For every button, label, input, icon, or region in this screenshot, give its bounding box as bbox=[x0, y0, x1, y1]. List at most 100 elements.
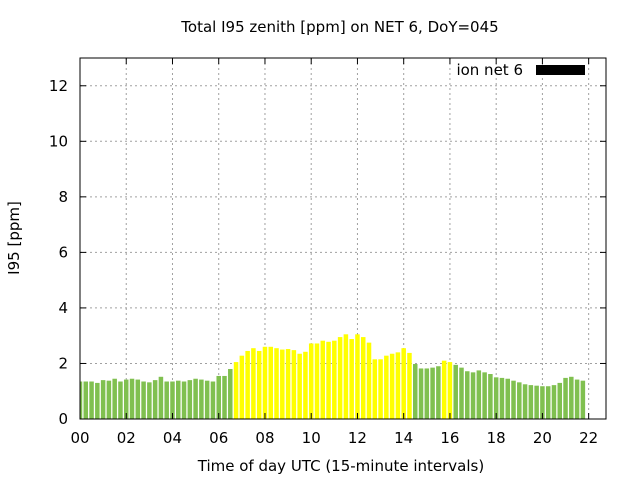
bar bbox=[118, 381, 123, 419]
bar bbox=[412, 364, 418, 419]
bar bbox=[210, 381, 216, 419]
bar bbox=[95, 382, 100, 419]
x-tick-label: 12 bbox=[348, 429, 367, 447]
bar bbox=[557, 382, 563, 419]
bar bbox=[170, 381, 175, 419]
bar bbox=[262, 346, 268, 419]
bar bbox=[343, 334, 349, 419]
bar bbox=[80, 381, 83, 419]
bar bbox=[274, 348, 279, 419]
bar bbox=[320, 340, 326, 419]
y-tick-label: 4 bbox=[58, 299, 68, 317]
plot-frame bbox=[79, 57, 607, 420]
bar bbox=[337, 337, 343, 419]
bar bbox=[256, 350, 262, 419]
x-tick-label: 08 bbox=[255, 429, 274, 447]
bar bbox=[332, 340, 337, 419]
bar bbox=[545, 386, 551, 419]
bar bbox=[314, 343, 320, 419]
bar bbox=[228, 369, 233, 419]
x-tick-label: 10 bbox=[302, 429, 321, 447]
bar bbox=[100, 380, 106, 419]
bar bbox=[233, 362, 239, 419]
bar bbox=[395, 352, 401, 419]
bar bbox=[470, 372, 476, 419]
bar bbox=[158, 376, 164, 419]
legend: ion net 6 bbox=[456, 61, 585, 79]
bar bbox=[534, 385, 539, 419]
x-tick-label: 22 bbox=[579, 429, 598, 447]
bar bbox=[106, 380, 112, 419]
x-tick-label: 06 bbox=[209, 429, 228, 447]
bar bbox=[112, 378, 117, 419]
bar bbox=[407, 352, 412, 419]
bar bbox=[129, 378, 135, 419]
x-axis-label: Time of day UTC (15-minute intervals) bbox=[197, 457, 484, 475]
bar bbox=[401, 348, 406, 419]
bar bbox=[216, 375, 221, 419]
bar bbox=[135, 379, 141, 419]
x-tick-label: 02 bbox=[117, 429, 136, 447]
x-tick-label: 14 bbox=[394, 429, 413, 447]
bar bbox=[349, 339, 354, 419]
bar bbox=[447, 362, 453, 419]
bar bbox=[453, 364, 458, 419]
bar bbox=[239, 355, 245, 419]
bar bbox=[222, 375, 227, 419]
y-tick-label: 2 bbox=[58, 354, 68, 372]
bar bbox=[476, 370, 482, 419]
bar bbox=[268, 346, 274, 419]
bar bbox=[517, 382, 522, 419]
bar bbox=[285, 349, 291, 419]
bar bbox=[540, 386, 545, 419]
bar bbox=[574, 379, 580, 419]
bar bbox=[493, 377, 499, 419]
bar bbox=[199, 379, 204, 419]
y-tick-label: 8 bbox=[58, 188, 68, 206]
y-tick-label: 6 bbox=[58, 243, 68, 261]
bar bbox=[123, 379, 129, 419]
y-tick-label: 10 bbox=[49, 132, 68, 150]
bar bbox=[89, 381, 94, 419]
bar bbox=[563, 377, 568, 419]
bar bbox=[164, 381, 169, 419]
x-tick-label: 16 bbox=[440, 429, 459, 447]
bar bbox=[372, 359, 378, 419]
grid bbox=[80, 58, 606, 419]
legend-label: ion net 6 bbox=[456, 61, 523, 79]
bar bbox=[499, 377, 505, 419]
bar bbox=[297, 353, 302, 419]
bar bbox=[152, 380, 158, 419]
bar bbox=[459, 367, 464, 419]
bar bbox=[303, 351, 308, 419]
bar bbox=[280, 349, 285, 419]
y-tick-label: 0 bbox=[58, 410, 68, 428]
bar bbox=[147, 382, 152, 419]
bar bbox=[193, 378, 198, 419]
bar bbox=[528, 385, 534, 419]
bar bbox=[569, 376, 574, 419]
bar bbox=[551, 385, 557, 419]
bar bbox=[204, 380, 210, 419]
y-tick-label: 12 bbox=[49, 77, 68, 95]
bar bbox=[360, 337, 366, 419]
bar bbox=[488, 374, 493, 419]
bar bbox=[355, 334, 360, 419]
bar bbox=[308, 343, 314, 419]
bar bbox=[389, 353, 395, 419]
x-tick-label: 18 bbox=[487, 429, 506, 447]
x-tick-label: 20 bbox=[533, 429, 552, 447]
bar bbox=[291, 350, 297, 419]
chart-title: Total I95 zenith [ppm] on NET 6, DoY=045 bbox=[180, 18, 498, 36]
x-tick-label: 04 bbox=[163, 429, 182, 447]
bar bbox=[441, 360, 447, 419]
y-axis-label: I95 [ppm] bbox=[5, 201, 23, 275]
legend-swatch bbox=[536, 65, 585, 75]
bar bbox=[176, 380, 181, 419]
bar bbox=[378, 359, 383, 419]
bar bbox=[436, 366, 441, 419]
bar bbox=[465, 371, 470, 419]
bar bbox=[430, 367, 435, 419]
x-tick-label: 00 bbox=[70, 429, 89, 447]
